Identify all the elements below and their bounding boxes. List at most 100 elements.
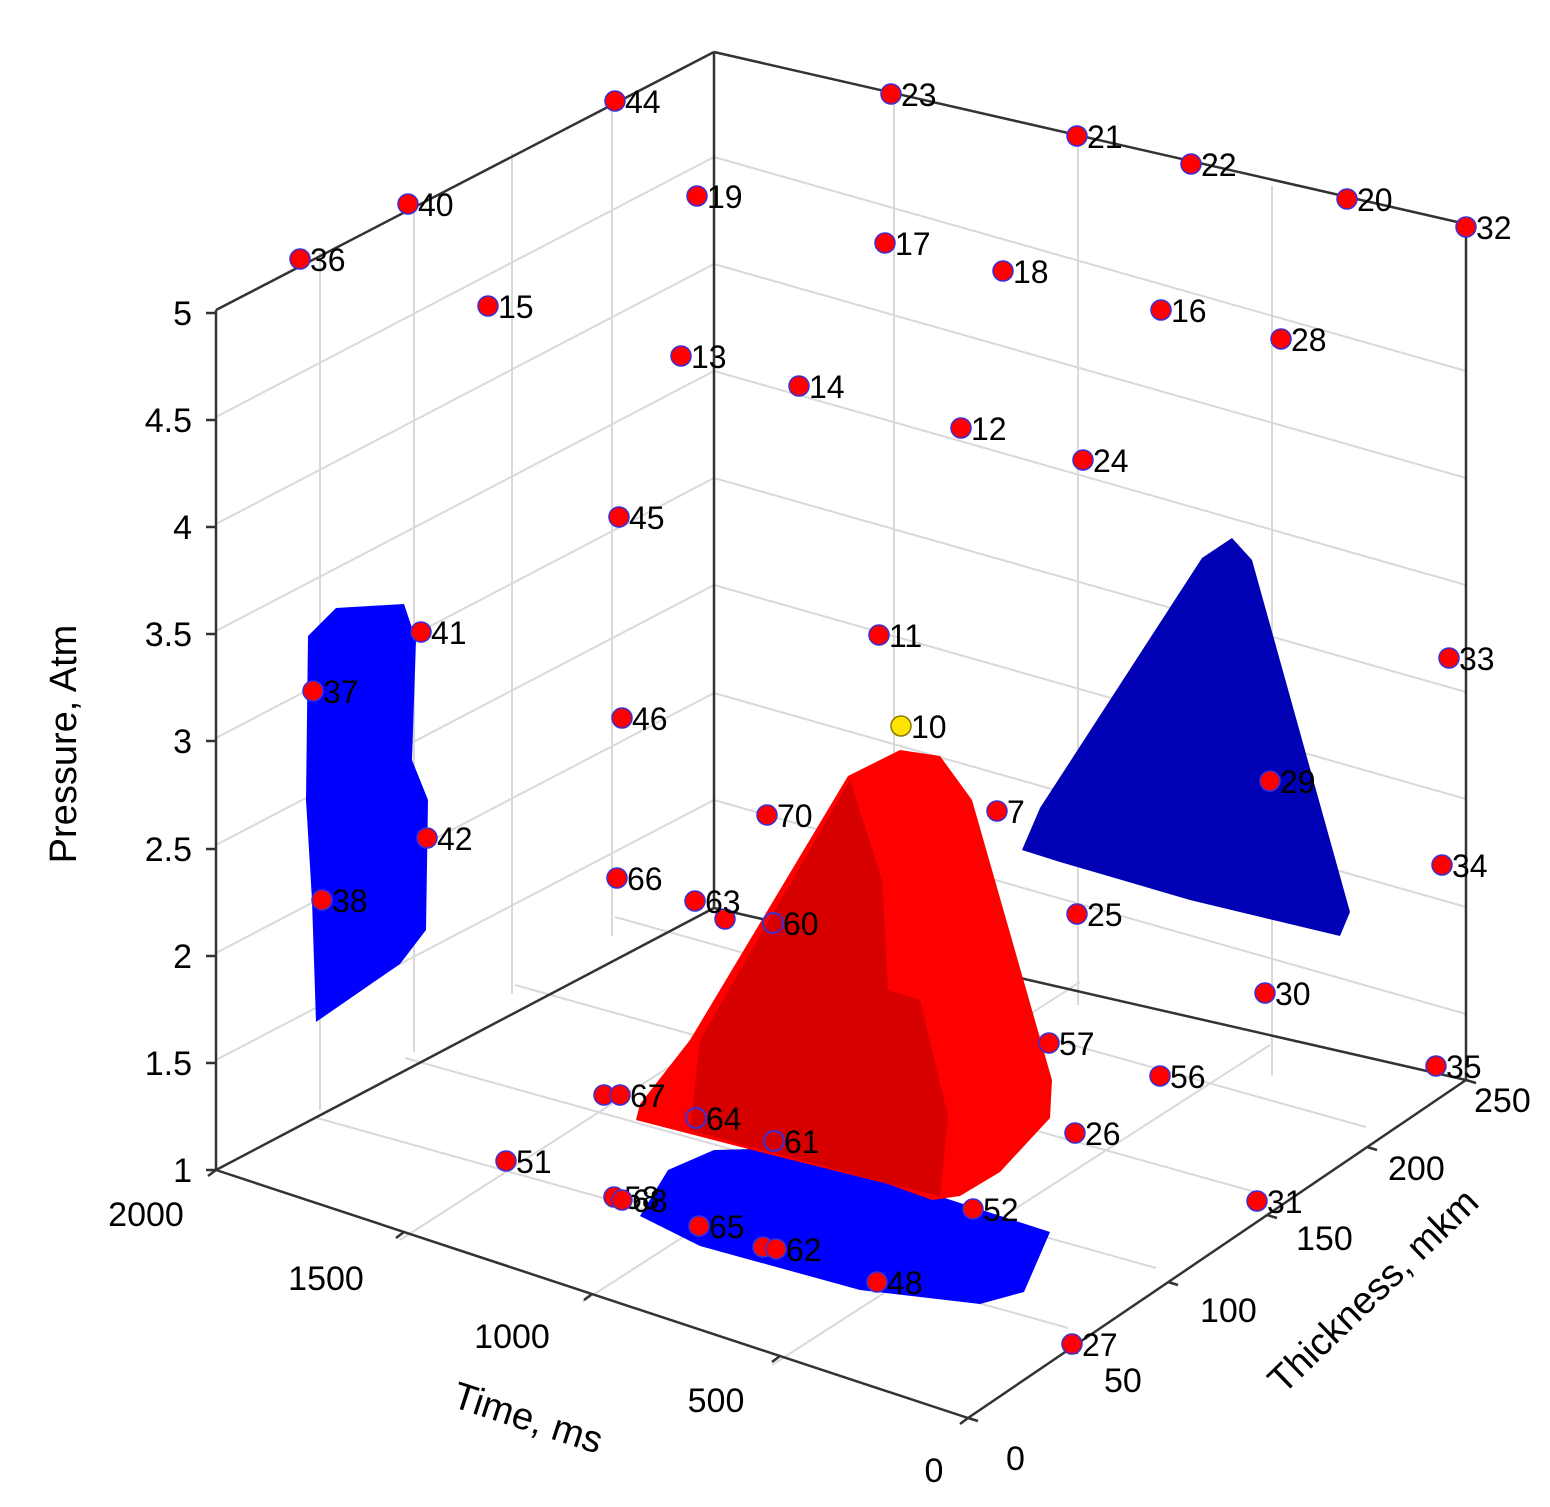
scatter-point-label: 52 [983,1192,1019,1228]
scatter-point-67 [609,1084,631,1106]
y-tick-label: 50 [1104,1362,1142,1400]
scatter-point-16 [1150,299,1172,321]
scatter-point-label: 17 [895,226,931,262]
scatter-point-label: 34 [1452,848,1488,884]
region-red-volume-shade [690,780,948,1196]
scatter-point-63 [684,890,706,912]
scatter-point-7 [986,800,1008,822]
scatter-point-38 [311,889,333,911]
scatter-point-13 [670,345,692,367]
scatter-points: 44 23 21 22 20 32 40 36 19 17 18 15 16 28 13 14 12 24 45 41… [289,77,1512,1363]
x-tick-label: 1500 [288,1260,364,1298]
scatter-point-66 [606,867,628,889]
scatter-point-label: 12 [971,411,1007,447]
scatter-point-label: 7 [1007,794,1025,830]
scatter-point-12 [950,417,972,439]
z-ticks [206,311,216,1172]
z-tick-label: 2.5 [145,831,192,869]
scatter-point-27 [1061,1333,1083,1355]
z-tick-label: 4.5 [145,402,192,440]
scatter-point-61 [763,1130,785,1152]
scatter-point-36 [289,248,311,270]
scatter-point-31 [1246,1190,1268,1212]
scatter-point-label: 57 [1059,1026,1095,1062]
scatter-point-label: 14 [809,369,845,405]
scatter-point-label: 65 [709,1209,745,1245]
x-tick-label: 1000 [474,1318,550,1356]
scatter-point-26 [1064,1122,1086,1144]
y-tick-label: 150 [1296,1220,1353,1258]
scatter-point-24 [1072,449,1094,471]
scatter-point-11 [868,624,890,646]
z-tick-label: 5 [173,295,192,333]
scatter-point-40 [397,193,419,215]
scatter-point-label: 22 [1201,147,1237,183]
scatter-point-57 [1038,1032,1060,1054]
z-tick-label: 1.5 [145,1045,192,1083]
scatter-point-22 [1180,153,1202,175]
scatter-point-34 [1431,854,1453,876]
grid-left-wall [215,101,715,1110]
scatter-point-21 [1066,125,1088,147]
z-axis-title: Pressure, Atm [43,625,85,864]
scatter-point-label: 26 [1085,1116,1121,1152]
scatter-point-42 [416,827,438,849]
scatter-point-label: 33 [1459,641,1495,677]
y-tick-label: 200 [1388,1150,1445,1188]
scatter-point-label: 10 [911,709,947,745]
scatter-point-label: 24 [1093,443,1129,479]
scatter-point-60 [762,912,784,934]
x-tick-label: 0 [925,1452,944,1490]
scatter-point-28 [1270,328,1292,350]
scatter-point-70 [756,804,778,826]
x-tick-label: 500 [688,1382,745,1420]
y-tick-label: 250 [1474,1082,1531,1120]
scatter-point-30 [1254,982,1276,1004]
scatter-point-label: 66 [627,861,663,897]
scatter-point-46 [611,707,633,729]
scatter-point-25 [1066,903,1088,925]
scatter-point-label: 28 [1291,322,1327,358]
scatter-point-label: 46 [632,701,668,737]
scatter-point-label: 62 [786,1232,822,1268]
scatter-point-label: 30 [1275,976,1311,1012]
scatter-point-label: 31 [1267,1184,1303,1220]
scatter-point-14 [788,375,810,397]
scatter-point-35 [1425,1055,1447,1077]
scatter-point-45 [608,506,630,528]
region-floor-projection [640,1148,1050,1304]
scatter-point-label: 37 [323,674,359,710]
scatter-point-label: 36 [310,242,346,278]
scatter-point-label: 64 [706,1101,742,1137]
scatter-point-48 [866,1271,888,1293]
scatter-point-62 [765,1238,787,1260]
z-tick-label: 2 [173,938,192,976]
scatter-point-33 [1438,647,1460,669]
scatter-point-37 [302,680,324,702]
scatter-point-51 [495,1150,517,1172]
scatter-point-32 [1455,216,1477,238]
z-tick-label: 3.5 [145,616,192,654]
scatter-point-label: 44 [625,84,661,120]
x-ticks [207,1169,969,1425]
scatter-point-label: 67 [630,1078,666,1114]
scatter-point-label: 70 [777,798,813,834]
scatter-point-label: 42 [437,821,473,857]
scatter-point-label: 18 [1013,254,1049,290]
scatter-point [714,908,736,930]
scatter-point-19 [686,185,708,207]
scatter-point-label: 41 [431,615,467,651]
scatter-point-15 [477,295,499,317]
region-right-projection [1022,538,1350,936]
x-tick-labels: 0 500 1000 1500 2000 [108,1196,943,1490]
scatter-point-label: 21 [1087,119,1123,155]
scatter-point-label: 25 [1087,897,1123,933]
scatter-point-20 [1336,188,1358,210]
z-tick-label: 1 [173,1152,192,1190]
scatter-point-label: 61 [784,1124,820,1160]
scatter-point-64 [685,1107,707,1129]
scatter-point-68 [611,1189,633,1211]
scatter-point-label: 27 [1082,1327,1118,1363]
z-tick-label: 3 [173,723,192,761]
